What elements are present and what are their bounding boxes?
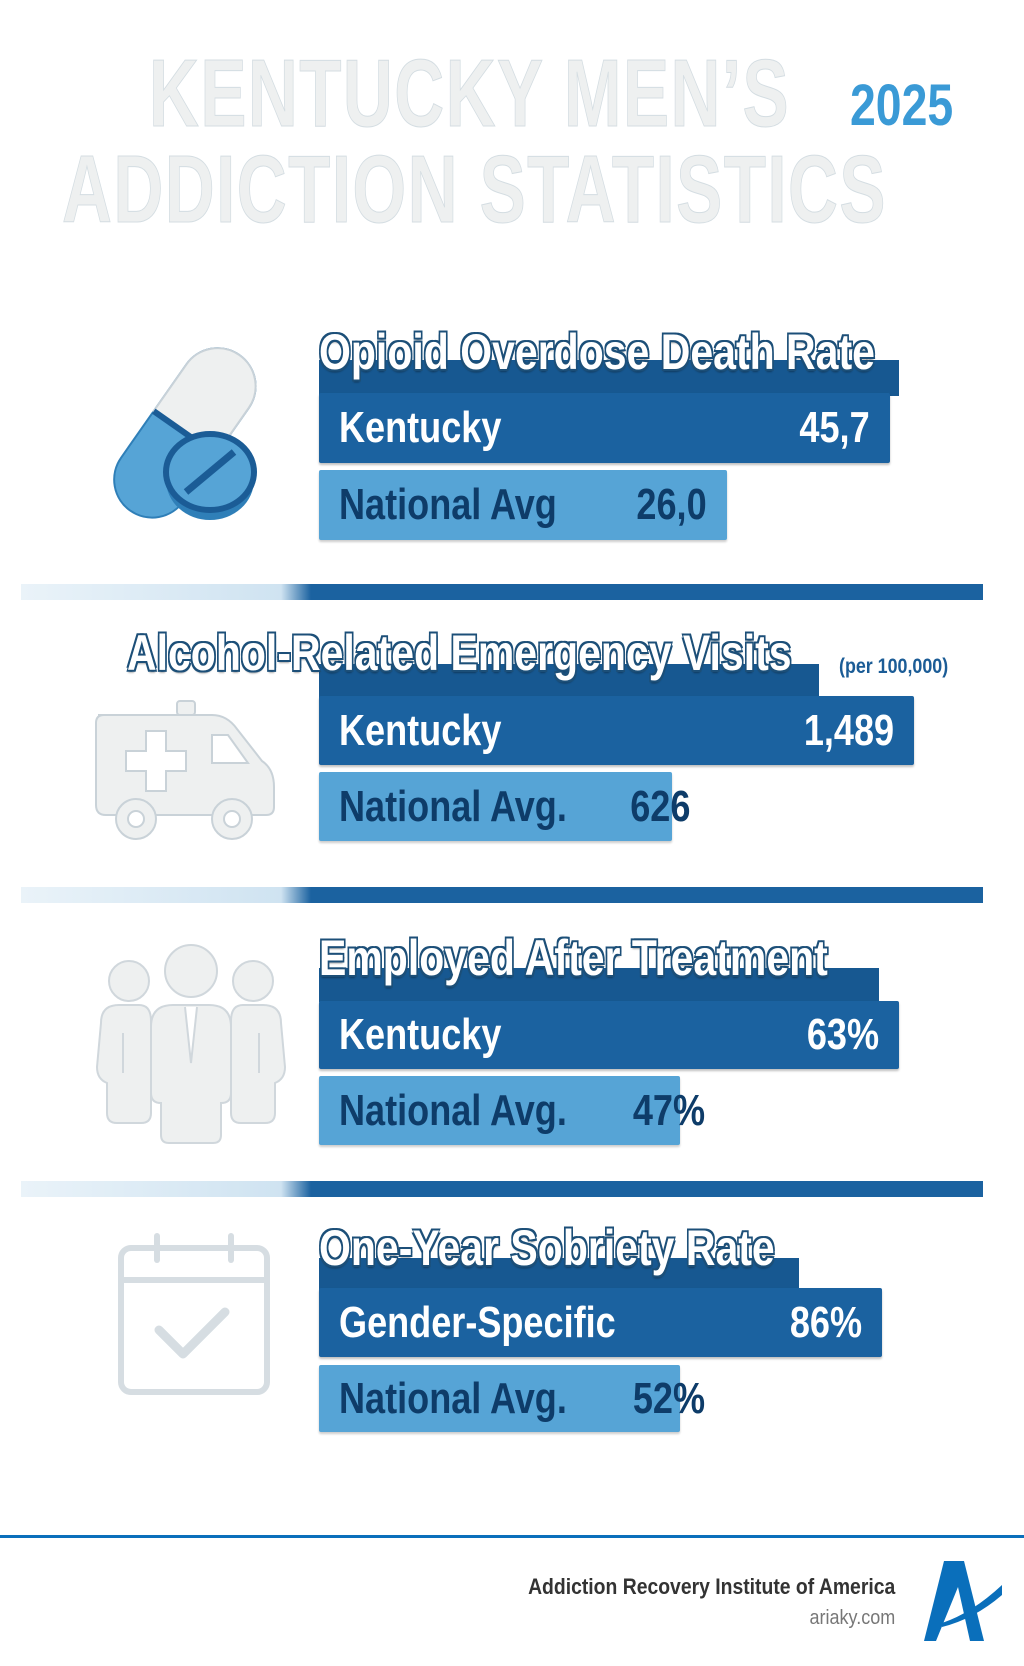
section-divider xyxy=(21,887,983,903)
title-line-2: ADDICTION STATISTICS xyxy=(62,136,887,243)
title-band xyxy=(319,360,899,396)
year-badge: 2025 xyxy=(850,73,954,138)
people-icon xyxy=(95,944,287,1144)
national-bar: National Avg. 47% xyxy=(319,1076,705,1145)
national-bar: National Avg. 626 xyxy=(319,772,690,841)
title-band xyxy=(319,1258,799,1292)
kentucky-bar: Kentucky 45,7 xyxy=(319,393,890,463)
website-link[interactable]: ariaky.com xyxy=(809,1607,895,1629)
kentucky-bar: Kentucky 63% xyxy=(319,1001,899,1069)
section-title: Employed After Treatment xyxy=(319,930,828,986)
kentucky-bar: Kentucky 1,489 xyxy=(319,696,914,765)
section-divider xyxy=(21,1181,983,1197)
ambulance-icon xyxy=(95,700,275,840)
title-line-1: KENTUCKY MEN’S xyxy=(149,40,791,147)
title-band xyxy=(319,664,819,698)
calendar-check-icon xyxy=(118,1233,270,1395)
title-band xyxy=(319,968,879,1002)
section-title: Alcohol-Related Emergency Visits xyxy=(127,625,792,681)
national-bar: National Avg 26,0 xyxy=(319,470,727,540)
pill-icon xyxy=(113,347,257,520)
section-title: One-Year Sobriety Rate xyxy=(319,1220,775,1276)
national-bar: National Avg. 52% xyxy=(319,1365,705,1432)
section-title: Opioid Overdose Death Rate xyxy=(319,324,875,380)
footer-divider xyxy=(0,1535,1024,1538)
unit-label: (per 100,000) xyxy=(839,655,949,678)
gender-specific-bar: Gender-Specific 86% xyxy=(319,1288,882,1357)
organization-logo xyxy=(924,1561,1002,1641)
section-divider xyxy=(21,584,983,600)
organization-name: Addiction Recovery Institute of America xyxy=(527,1574,895,1599)
